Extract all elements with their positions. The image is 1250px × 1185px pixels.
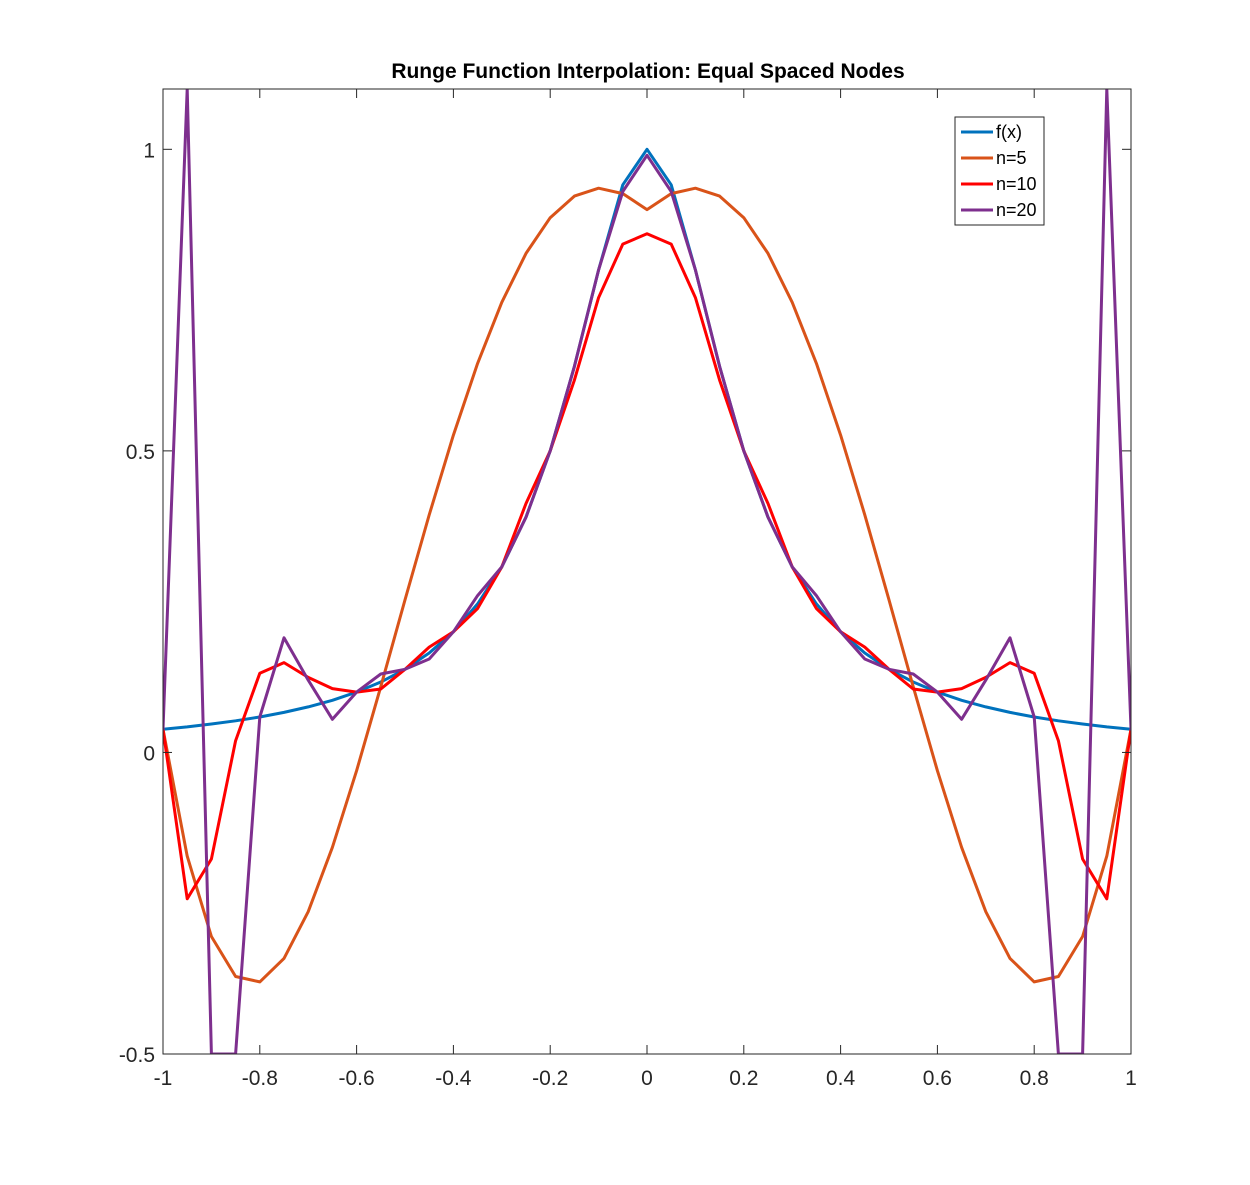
- x-tick-label: -1: [154, 1067, 173, 1090]
- x-tick-label: -0.4: [435, 1067, 472, 1090]
- y-tick-label: -0.5: [119, 1044, 155, 1067]
- series-line-0: [163, 147, 1131, 731]
- x-tick-label: 0.2: [729, 1067, 758, 1090]
- x-tick-label: 0.6: [923, 1067, 952, 1090]
- x-tick-label: 0: [641, 1067, 653, 1090]
- x-tick-label: 1: [1125, 1067, 1137, 1090]
- y-tick-label: 0: [143, 742, 155, 765]
- ticks-layer: -1 -0.8 -0.6 -0.4 -0.2 0 0.2 0.4 0.6 0.8 1 -0.5 0 0.5…: [119, 89, 1137, 1090]
- legend-box: [954, 116, 1045, 226]
- legend-label-2: n=10: [996, 174, 1037, 194]
- series-line-1: [163, 186, 1131, 984]
- legend-label-3: n=20: [996, 200, 1037, 220]
- chart-title: Runge Function Interpolation: Equal Spac…: [391, 60, 904, 83]
- y-tick-label: 0.5: [126, 441, 155, 464]
- x-tick-label: -0.8: [242, 1067, 278, 1090]
- y-tick-label: 1: [143, 139, 155, 162]
- x-tick-label: 0.8: [1020, 1067, 1049, 1090]
- legend: f(x) n=5 n=10 n=20: [954, 116, 1045, 226]
- x-tick-label: 0.4: [826, 1067, 856, 1090]
- series-line-2: [163, 232, 1131, 901]
- legend-label-1: n=5: [996, 148, 1027, 168]
- series-layer: [163, 89, 1131, 1054]
- x-tick-label: -0.6: [339, 1067, 375, 1090]
- x-tick-label: -0.2: [532, 1067, 568, 1090]
- series-line-3: [163, 89, 1131, 1054]
- legend-label-0: f(x): [996, 122, 1022, 142]
